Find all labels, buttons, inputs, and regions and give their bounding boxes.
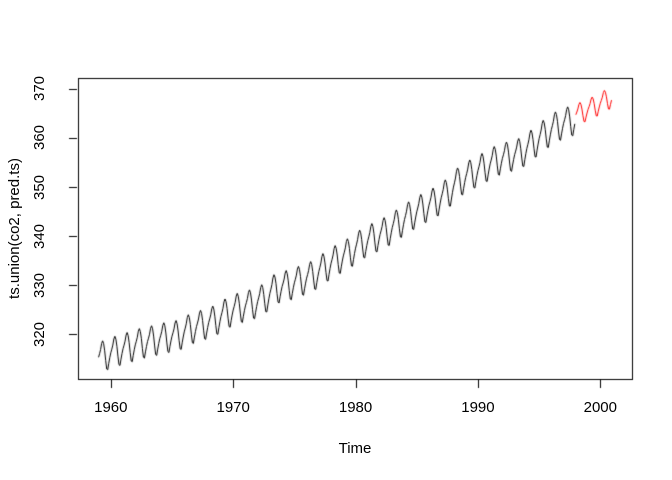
y-tick-label-350: 350 — [31, 174, 49, 200]
y-tick-label-320: 320 — [31, 321, 49, 347]
x-tick-label-1980: 1980 — [338, 399, 373, 416]
x-axis-title: Time — [338, 440, 372, 457]
x-tick-label-2000: 2000 — [583, 399, 617, 416]
x-tick-label-1960: 1960 — [94, 399, 128, 416]
x-tick-label-1970: 1970 — [216, 399, 250, 416]
y-tick-label-370: 370 — [31, 76, 49, 102]
y-tick-label-360: 360 — [31, 125, 49, 151]
x-tick-label-1990: 1990 — [461, 399, 495, 416]
y-tick-label-330: 330 — [31, 272, 49, 298]
y-tick-label-340: 340 — [31, 223, 49, 249]
y-axis-title: ts.union(co2, pred.ts) — [5, 157, 23, 299]
